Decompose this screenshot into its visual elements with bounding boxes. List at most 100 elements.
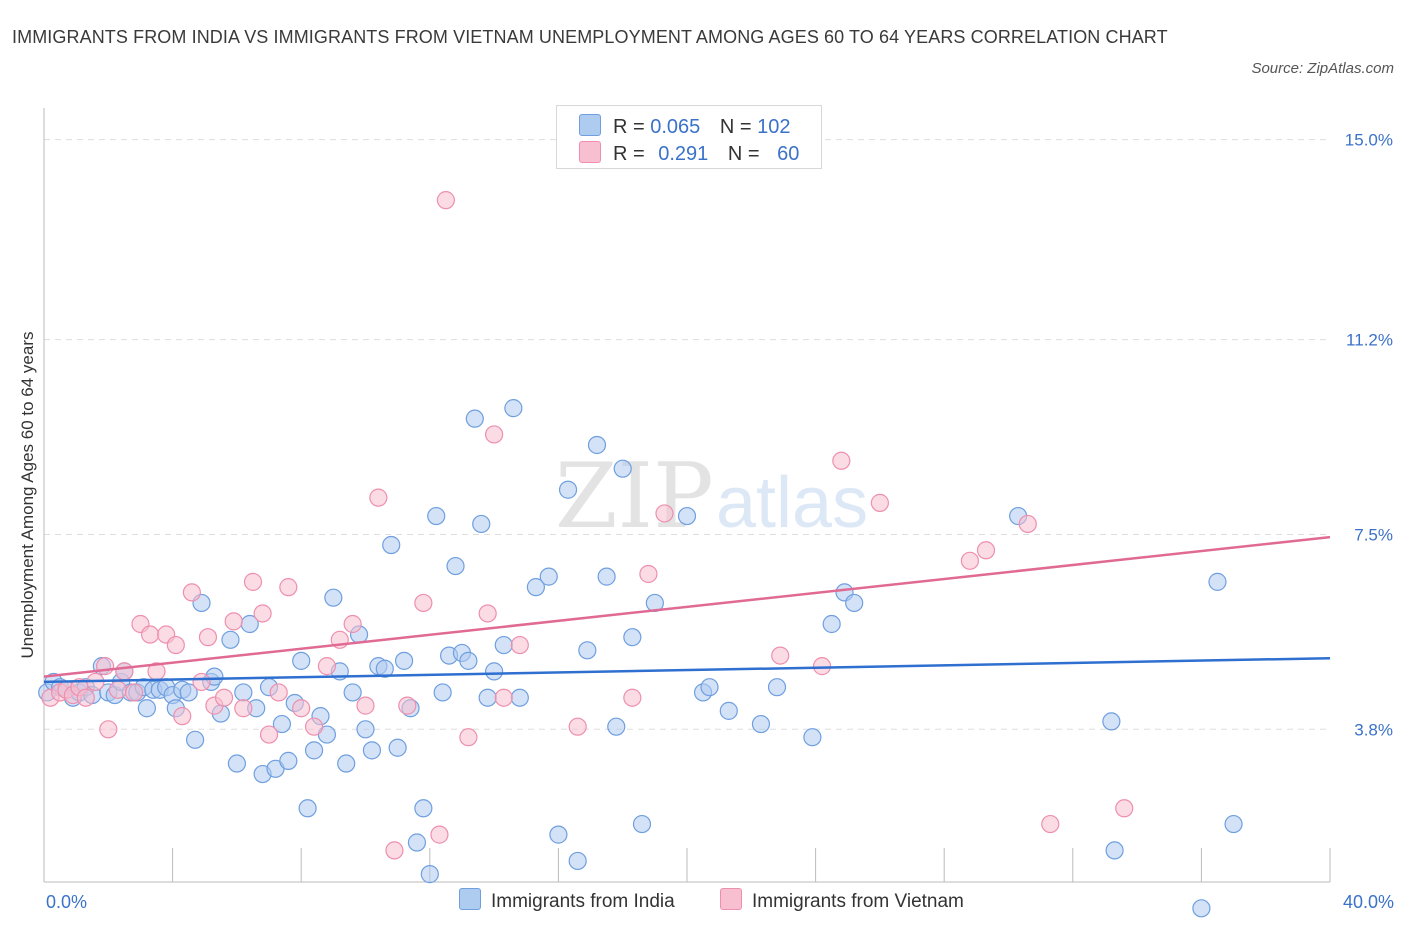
vietnam-point-43 xyxy=(478,604,497,623)
vietnam-point-5 xyxy=(76,688,95,707)
vietnam-point-32 xyxy=(317,657,337,676)
india-point-99 xyxy=(1105,841,1124,860)
vietnam-point-16 xyxy=(166,635,185,655)
vietnam-point-54 xyxy=(870,493,890,512)
india-point-41 xyxy=(298,799,317,818)
legend-vietnam-label: Immigrants from Vietnam xyxy=(752,891,964,912)
india-point-24 xyxy=(186,730,205,749)
vietnam-point-8 xyxy=(99,720,118,739)
vietnam-point-39 xyxy=(414,593,433,613)
vietnam-point-10 xyxy=(115,662,134,681)
india-point-78 xyxy=(568,851,587,871)
vietnam-point-20 xyxy=(198,628,218,647)
india-point-45 xyxy=(324,588,343,607)
vietnam-point-53 xyxy=(832,451,851,470)
india-point-102 xyxy=(1224,814,1243,834)
legend-item-vietnam: Immigrants from Vietnam xyxy=(720,888,964,913)
chart-title: IMMIGRANTS FROM INDIA VS IMMIGRANTS FROM… xyxy=(12,27,1168,47)
india-point-80 xyxy=(587,435,607,455)
vietnam-point-51 xyxy=(771,646,790,665)
r-value-india: 0.065 xyxy=(650,116,701,138)
india-point-53 xyxy=(375,659,394,678)
india-point-56 xyxy=(394,651,414,670)
n-label-india: N = xyxy=(719,116,752,138)
india-point-31 xyxy=(234,683,253,702)
vietnam-point-48 xyxy=(623,688,642,707)
vietnam-point-58 xyxy=(1041,814,1060,834)
india-point-79 xyxy=(578,641,597,660)
watermark-atlas: atlas xyxy=(716,463,868,543)
n-label-vietnam: N = xyxy=(727,143,760,165)
vietnam-point-45 xyxy=(494,688,513,707)
legend-row-vietnam: R = 0.291 N = 60 xyxy=(579,141,799,167)
legend-vietnam-swatch xyxy=(720,888,742,910)
india-point-40 xyxy=(292,651,311,670)
vietnam-point-34 xyxy=(343,614,362,634)
india-point-50 xyxy=(356,720,375,739)
india-point-58 xyxy=(407,833,427,852)
india-point-72 xyxy=(504,399,523,418)
india-point-96 xyxy=(845,593,864,613)
india-point-83 xyxy=(613,459,632,478)
series-legend: Immigrants from India Immigrants from Vi… xyxy=(0,888,1406,916)
india-point-29 xyxy=(221,630,240,649)
india-point-81 xyxy=(597,567,616,586)
vietnam-point-56 xyxy=(976,541,996,560)
india-point-70 xyxy=(485,662,504,681)
y-tick-label-2: 11.2% xyxy=(1346,331,1393,350)
vietnam-point-40 xyxy=(430,825,449,844)
vietnam-point-18 xyxy=(182,583,201,602)
vietnam-point-30 xyxy=(292,699,311,718)
vietnam-point-28 xyxy=(269,683,288,702)
correlation-legend: R = 0.065 N = 102 R = 0.291 N = 60 xyxy=(556,105,822,169)
legend-item-india: Immigrants from India xyxy=(459,888,675,913)
india-point-77 xyxy=(558,480,578,499)
india-point-60 xyxy=(420,865,439,884)
source-label: Source: ZipAtlas.com xyxy=(1251,60,1394,77)
vietnam-point-24 xyxy=(234,699,253,718)
india-point-71 xyxy=(494,635,513,655)
india-point-89 xyxy=(700,678,719,697)
india-point-38 xyxy=(279,751,298,770)
vietnam-point-52 xyxy=(812,657,832,676)
vietnam-point-44 xyxy=(485,425,504,444)
india-point-84 xyxy=(623,628,642,647)
india-point-23 xyxy=(179,683,198,702)
y-tick-label-1: 7.5% xyxy=(1354,525,1393,544)
vietnam-point-59 xyxy=(1115,799,1134,818)
x-tick-label-0: 0.0% xyxy=(46,892,87,912)
vietnam-point-38 xyxy=(398,696,417,715)
india-point-73 xyxy=(510,688,529,707)
vietnam-point-23 xyxy=(224,612,243,631)
india-point-48 xyxy=(343,683,362,702)
india-point-101 xyxy=(1208,572,1227,591)
india-point-54 xyxy=(382,535,401,555)
india-point-55 xyxy=(388,738,407,757)
india-point-94 xyxy=(822,614,841,634)
vietnam-swatch xyxy=(579,141,601,163)
india-trend-line xyxy=(43,656,1331,684)
india-point-42 xyxy=(304,741,324,760)
india-point-91 xyxy=(751,714,771,734)
vietnam-point-50 xyxy=(655,504,674,523)
r-value-vietnam: 0.291 xyxy=(658,143,709,165)
vietnam-point-22 xyxy=(214,688,234,707)
watermark-zip: ZIP xyxy=(555,444,714,549)
vietnam-point-17 xyxy=(173,707,192,726)
india-point-98 xyxy=(1102,712,1121,731)
vietnam-point-46 xyxy=(510,635,529,655)
n-value-vietnam: 60 xyxy=(777,143,800,165)
india-point-61 xyxy=(427,506,446,526)
vietnam-point-7 xyxy=(95,657,115,676)
india-point-75 xyxy=(539,567,558,586)
vietnam-point-9 xyxy=(108,680,128,699)
india-point-64 xyxy=(446,556,465,576)
india-point-87 xyxy=(677,506,697,526)
india-point-100 xyxy=(1192,899,1211,918)
vietnam-point-41 xyxy=(436,191,455,210)
india-point-16 xyxy=(137,699,156,718)
vietnam-point-26 xyxy=(253,604,272,623)
india-point-76 xyxy=(549,825,568,844)
india-point-47 xyxy=(337,754,356,773)
